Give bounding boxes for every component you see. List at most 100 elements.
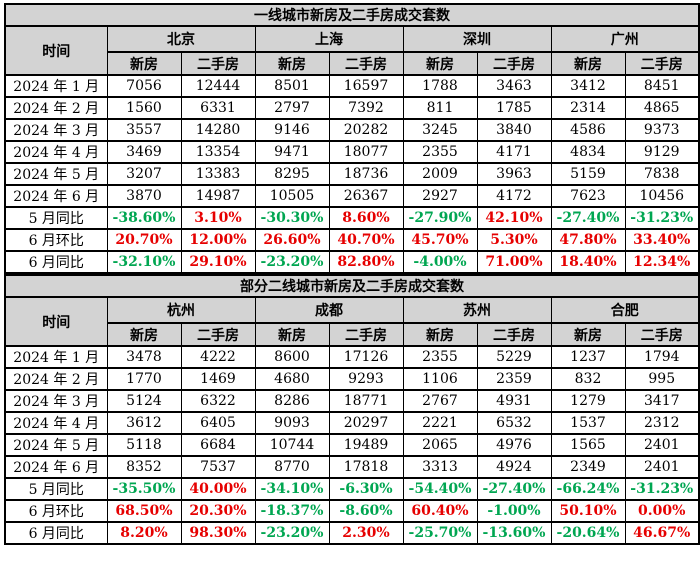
data-cell: 3469 <box>106 140 182 164</box>
percent-cell: 40.70% <box>328 228 404 252</box>
data-cell: 3612 <box>106 411 182 435</box>
percent-cell: 33.40% <box>624 228 700 252</box>
data-cell: 8352 <box>106 455 182 479</box>
percent-row: 6 月同比 -32.10% 29.10% -23.20% 82.80% -4.00% 71.… <box>4 250 700 274</box>
percent-cell: 47.80% <box>550 228 626 252</box>
data-cell: 16597 <box>328 74 404 98</box>
data-cell: 2359 <box>476 367 552 391</box>
percent-cell: -23.20% <box>254 521 330 545</box>
data-cell: 832 <box>550 367 626 391</box>
data-cell: 7838 <box>624 162 700 186</box>
percent-row: 6 月同比 8.20% 98.30% -23.20% 2.30% -25.70% -13.6… <box>4 521 700 545</box>
city-header-3: 合肥 <box>550 296 700 324</box>
subheader-2-new: 新房 <box>402 322 478 347</box>
data-cell: 1788 <box>402 74 478 98</box>
percent-cell: 12.34% <box>624 250 700 274</box>
percent-cell: 42.10% <box>476 206 552 230</box>
data-cell: 8501 <box>254 74 330 98</box>
data-cell: 13354 <box>180 140 256 164</box>
percent-cell: 46.67% <box>624 521 700 545</box>
percent-cell: 0.00% <box>624 499 700 523</box>
data-cell: 20282 <box>328 118 404 142</box>
percent-cell: 68.50% <box>106 499 182 523</box>
data-cell: 9129 <box>624 140 700 164</box>
data-cell: 18771 <box>328 389 404 413</box>
city-header-3: 广州 <box>550 25 700 53</box>
subheader-3-resale: 二手房 <box>624 51 700 76</box>
data-cell: 4586 <box>550 118 626 142</box>
percent-row-label: 5 月同比 <box>4 477 108 501</box>
data-cell: 4976 <box>476 433 552 457</box>
percent-cell: 50.10% <box>550 499 626 523</box>
percent-cell: -66.24% <box>550 477 626 501</box>
percent-cell: 12.00% <box>180 228 256 252</box>
percent-cell: -35.50% <box>106 477 182 501</box>
percent-cell: 8.20% <box>106 521 182 545</box>
data-cell: 1770 <box>106 367 182 391</box>
percent-cell: 3.10% <box>180 206 256 230</box>
data-cell: 13383 <box>180 162 256 186</box>
data-cell: 7537 <box>180 455 256 479</box>
data-cell: 2065 <box>402 433 478 457</box>
data-cell: 4680 <box>254 367 330 391</box>
data-cell: 5118 <box>106 433 182 457</box>
data-cell: 2355 <box>402 345 478 369</box>
percent-cell: -32.10% <box>106 250 182 274</box>
percent-cell: 40.00% <box>180 477 256 501</box>
data-cell: 2355 <box>402 140 478 164</box>
month-label: 2024 年 6 月 <box>4 455 108 479</box>
time-column-header: 时间 <box>4 296 108 347</box>
data-cell: 3870 <box>106 184 182 208</box>
subheader-3-new: 新房 <box>550 322 626 347</box>
percent-cell: 5.30% <box>476 228 552 252</box>
data-cell: 3463 <box>476 74 552 98</box>
percent-cell: 20.30% <box>180 499 256 523</box>
data-cell: 2767 <box>402 389 478 413</box>
percent-cell: 60.40% <box>402 499 478 523</box>
data-cell: 26367 <box>328 184 404 208</box>
data-cell: 9146 <box>254 118 330 142</box>
data-cell: 811 <box>402 96 478 120</box>
percent-cell: -1.00% <box>476 499 552 523</box>
percent-row: 5 月同比 -35.50% 40.00% -34.10% -6.30% -54.40% -2… <box>4 477 700 501</box>
subheader-2-resale: 二手房 <box>476 322 552 347</box>
percent-cell: 2.30% <box>328 521 404 545</box>
month-label: 2024 年 2 月 <box>4 96 108 120</box>
data-cell: 9293 <box>328 367 404 391</box>
month-label: 2024 年 5 月 <box>4 433 108 457</box>
data-cell: 9093 <box>254 411 330 435</box>
data-cell: 995 <box>624 367 700 391</box>
city-header-2: 苏州 <box>402 296 552 324</box>
percent-cell: -8.60% <box>328 499 404 523</box>
data-cell: 5124 <box>106 389 182 413</box>
data-cell: 1537 <box>550 411 626 435</box>
subheader-1-new: 新房 <box>254 51 330 76</box>
data-cell: 4931 <box>476 389 552 413</box>
data-cell: 14987 <box>180 184 256 208</box>
tier1-cities-table: 一线城市新房及二手房成交套数 时间 北京 上海 深圳 广州 新房 二手房 新房 二手房 新房 二手房新… <box>4 3 700 274</box>
data-cell: 2401 <box>624 433 700 457</box>
percent-row-label: 6 月环比 <box>4 499 108 523</box>
subheader-3-new: 新房 <box>550 51 626 76</box>
percent-row-label: 5 月同比 <box>4 206 108 230</box>
percent-cell: -27.40% <box>476 477 552 501</box>
data-cell: 1785 <box>476 96 552 120</box>
month-label: 2024 年 4 月 <box>4 140 108 164</box>
data-cell: 3245 <box>402 118 478 142</box>
month-label: 2024 年 3 月 <box>4 389 108 413</box>
data-cell: 2927 <box>402 184 478 208</box>
percent-cell: -20.64% <box>550 521 626 545</box>
percent-cell: -54.40% <box>402 477 478 501</box>
data-cell: 10456 <box>624 184 700 208</box>
data-cell: 7392 <box>328 96 404 120</box>
month-label: 2024 年 3 月 <box>4 118 108 142</box>
percent-row: 6 月环比 20.70% 12.00% 26.60% 40.70% 45.70% 5.30%… <box>4 228 700 252</box>
month-label: 2024 年 2 月 <box>4 367 108 391</box>
percent-row-label: 6 月环比 <box>4 228 108 252</box>
data-cell: 6684 <box>180 433 256 457</box>
table-row: 2024 年 3 月 5124 6322 8286 18771 2767 4931 1279 3… <box>4 389 700 413</box>
data-cell: 3478 <box>106 345 182 369</box>
percent-cell: 29.10% <box>180 250 256 274</box>
tier2-cities-table: 部分二线城市新房及二手房成交套数 时间 杭州 成都 苏州 合肥 新房 二手房 新房 二手房 新房 二手… <box>4 274 700 545</box>
subheader-2-resale: 二手房 <box>476 51 552 76</box>
